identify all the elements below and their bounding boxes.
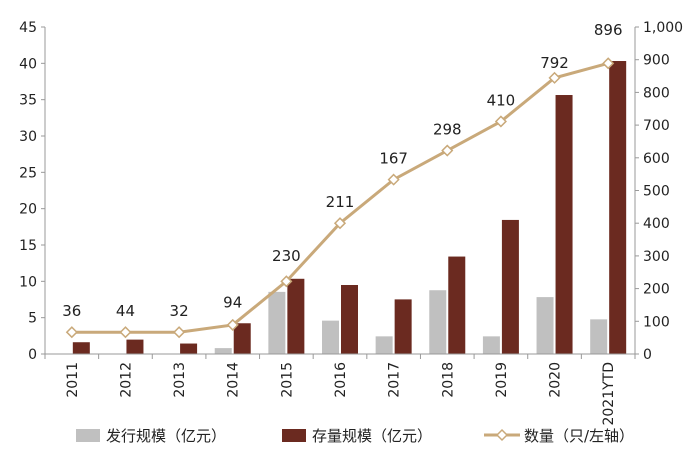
x-tick-label: 2017: [387, 362, 403, 398]
data-label-2013: 32: [170, 302, 189, 320]
right-tick-label: 1,000: [643, 20, 683, 36]
x-tick-label: 2021YTD: [601, 362, 617, 426]
left-tick-label: 15: [19, 238, 37, 254]
x-tick-label: 2020: [548, 362, 564, 398]
left-tick-label: 0: [28, 347, 37, 363]
data-label-2020: 792: [540, 54, 569, 72]
data-label-2021YTD: 896: [594, 21, 623, 39]
data-label-2017: 167: [379, 150, 408, 168]
legend-marker-count: [495, 428, 509, 442]
right-tick-label: 500: [643, 184, 670, 200]
x-tick-label: 2011: [65, 362, 81, 398]
bar-issue-2018: [429, 290, 447, 354]
bar-issue-2019: [482, 336, 500, 354]
data-label-2016: 211: [326, 193, 355, 211]
x-tick-label: 2018: [440, 362, 456, 398]
bar-stock-2017: [394, 299, 412, 354]
marker-count-2017: [387, 173, 400, 186]
bar-stock-2011: [72, 342, 90, 354]
data-label-2012: 44: [116, 302, 135, 320]
bar-stock-2015: [287, 278, 305, 354]
left-tick-label: 25: [19, 165, 37, 181]
bar-issue-2016: [322, 320, 339, 354]
right-tick-label: 800: [643, 85, 670, 101]
right-tick-label: 700: [643, 118, 670, 134]
bar-stock-2019: [501, 219, 519, 354]
x-tick-label: 2016: [333, 362, 349, 398]
bar-issue-2015: [268, 291, 286, 354]
left-tick-label: 20: [19, 202, 37, 218]
bar-stock-2013: [180, 343, 198, 354]
legend: 发行规模（亿元） 存量规模（亿元） 数量（只/左轴）: [76, 427, 634, 445]
line-layer: [65, 57, 615, 339]
left-tick-label: 10: [19, 274, 37, 290]
left-tick-label: 45: [19, 20, 37, 36]
marker-count-2014: [226, 318, 239, 331]
data-label-2014: 94: [223, 293, 242, 311]
data-labels-layer: 36 44 32 94 230 211 167 298 410 792 896: [62, 21, 622, 320]
bar-stock-2021YTD: [609, 61, 627, 355]
right-tick-label: 0: [643, 347, 652, 363]
legend-item-issue: 发行规模（亿元）: [76, 427, 226, 445]
left-tick-label: 30: [19, 129, 37, 145]
bar-issue-2017: [375, 336, 393, 354]
bar-issue-2014: [214, 348, 232, 354]
bar-issue-2020: [536, 297, 554, 354]
bar-stock-2014: [233, 323, 251, 354]
x-tick-label: 2015: [279, 362, 295, 398]
x-tick-label: 2019: [494, 362, 510, 398]
bar-issue-2021YTD: [590, 319, 608, 354]
marker-count-2018: [441, 144, 454, 157]
marker-count-2019: [494, 115, 507, 128]
legend-item-count: 数量（只/左轴）: [484, 427, 634, 445]
bar-stock-2016: [341, 285, 358, 354]
right-tick-label: 200: [643, 282, 670, 298]
left-tick-label: 35: [19, 93, 37, 109]
data-label-2015: 230: [272, 247, 301, 265]
x-tick-label: 2014: [226, 362, 242, 398]
left-tick-label: 40: [19, 56, 37, 72]
legend-label-count: 数量（只/左轴）: [524, 427, 634, 445]
legend-item-stock: 存量规模（亿元）: [282, 427, 432, 445]
legend-label-issue: 发行规模（亿元）: [106, 427, 226, 445]
right-tick-label: 300: [643, 249, 670, 265]
marker-count-2015: [280, 275, 293, 288]
marker-count-2013: [173, 326, 186, 339]
legend-swatch-stock: [282, 429, 306, 442]
right-tick-label: 100: [643, 314, 670, 330]
legend-swatch-issue: [76, 429, 100, 442]
right-tick-label: 600: [643, 151, 670, 167]
axes-layer: 0 5 10 15 20 25 30 35 40 45 0 100 200 300 400 500 600 700…: [19, 20, 683, 426]
right-tick-label: 900: [643, 53, 670, 69]
left-tick-label: 5: [28, 311, 37, 327]
marker-count-2012: [119, 326, 132, 339]
marker-count-2020: [548, 71, 561, 84]
bar-stock-2020: [555, 95, 573, 355]
data-label-2018: 298: [433, 121, 462, 139]
bar-stock-2012: [126, 339, 144, 354]
data-label-2019: 410: [487, 91, 516, 109]
marker-count-2021YTD: [602, 57, 615, 70]
right-tick-label: 400: [643, 216, 670, 232]
bar-stock-2018: [448, 256, 466, 354]
marker-count-2016: [333, 217, 347, 230]
x-tick-label: 2012: [118, 362, 134, 398]
legend-label-stock: 存量规模（亿元）: [312, 427, 432, 445]
data-label-2011: 36: [62, 302, 81, 320]
marker-count-2011: [65, 326, 78, 339]
bars-layer: [72, 61, 627, 355]
x-tick-label: 2013: [172, 362, 188, 398]
